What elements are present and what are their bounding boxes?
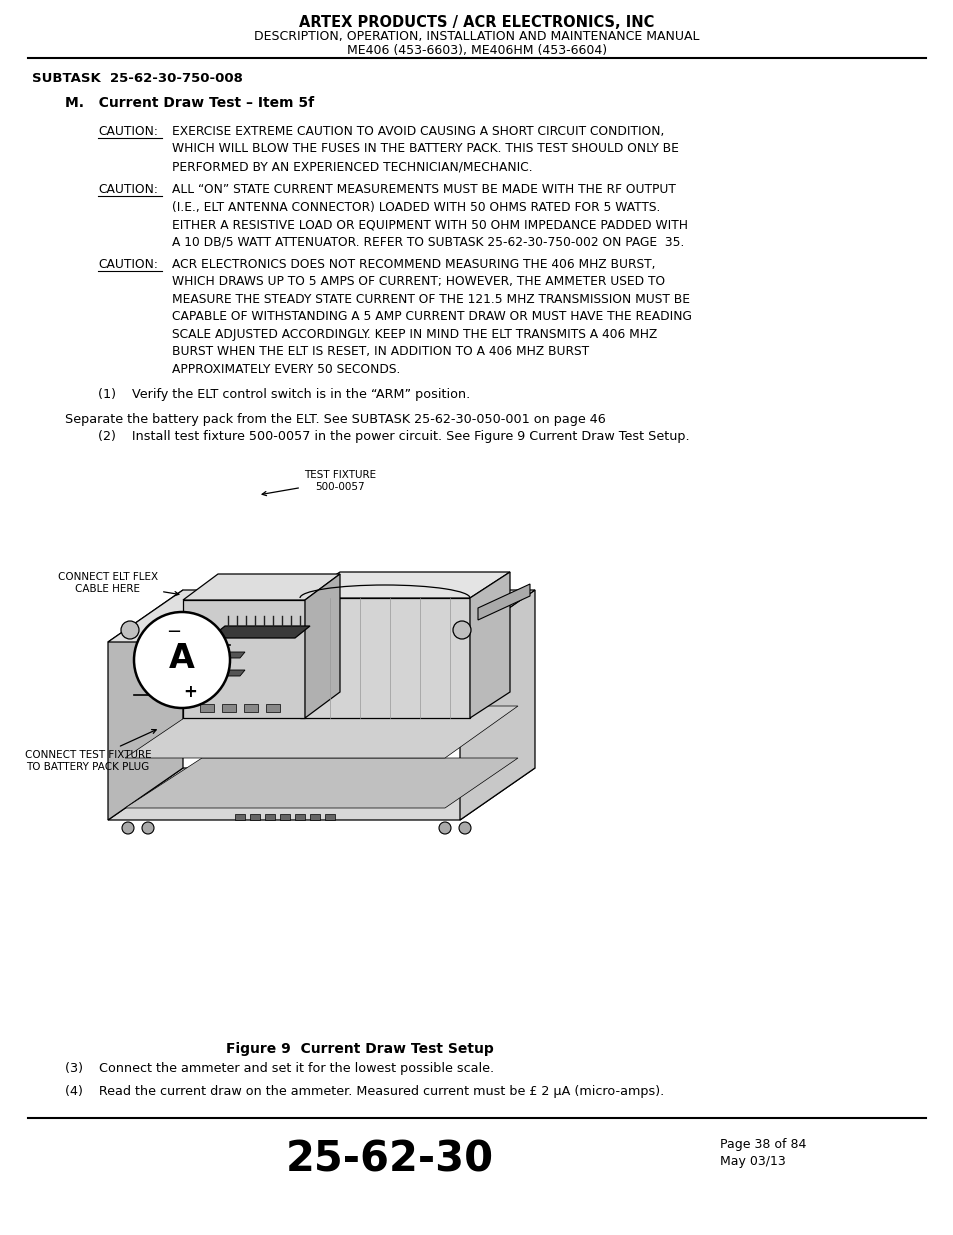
- Polygon shape: [477, 584, 530, 620]
- Circle shape: [133, 613, 230, 708]
- Bar: [222, 704, 235, 713]
- Circle shape: [142, 823, 153, 834]
- Text: CAUTION:: CAUTION:: [98, 125, 157, 138]
- Bar: [325, 814, 335, 820]
- Circle shape: [122, 823, 133, 834]
- Text: CONNECT ELT FLEX
CABLE HERE: CONNECT ELT FLEX CABLE HERE: [58, 572, 179, 595]
- Polygon shape: [108, 590, 535, 642]
- Polygon shape: [125, 758, 517, 808]
- Bar: [294, 814, 305, 820]
- Text: DESCRIPTION, OPERATION, INSTALLATION AND MAINTENANCE MANUAL: DESCRIPTION, OPERATION, INSTALLATION AND…: [254, 30, 699, 43]
- Text: +: +: [183, 683, 196, 701]
- Polygon shape: [183, 630, 210, 643]
- Polygon shape: [299, 598, 470, 718]
- Bar: [310, 814, 319, 820]
- Text: ARTEX PRODUCTS / ACR ELECTRONICS, INC: ARTEX PRODUCTS / ACR ELECTRONICS, INC: [299, 15, 654, 30]
- Text: SUBTASK  25-62-30-750-008: SUBTASK 25-62-30-750-008: [32, 72, 243, 85]
- Text: May 03/13: May 03/13: [720, 1155, 785, 1168]
- Bar: [266, 704, 280, 713]
- Polygon shape: [470, 572, 510, 718]
- Text: ALL “ON” STATE CURRENT MEASUREMENTS MUST BE MADE WITH THE RF OUTPUT
(I.E., ELT A: ALL “ON” STATE CURRENT MEASUREMENTS MUST…: [172, 183, 687, 248]
- Text: (3)    Connect the ammeter and set it for the lowest possible scale.: (3) Connect the ammeter and set it for t…: [65, 1062, 494, 1074]
- Text: EXERCISE EXTREME CAUTION TO AVOID CAUSING A SHORT CIRCUIT CONDITION,
WHICH WILL : EXERCISE EXTREME CAUTION TO AVOID CAUSIN…: [172, 125, 679, 173]
- Bar: [280, 814, 290, 820]
- Circle shape: [458, 823, 471, 834]
- Polygon shape: [183, 684, 210, 698]
- Bar: [200, 704, 213, 713]
- Polygon shape: [183, 600, 305, 718]
- Text: Page 38 of 84: Page 38 of 84: [720, 1137, 805, 1151]
- Text: (1)    Verify the ELT control switch is in the “ARM” position.: (1) Verify the ELT control switch is in …: [98, 388, 470, 401]
- Circle shape: [121, 621, 139, 638]
- Text: M.   Current Draw Test – Item 5f: M. Current Draw Test – Item 5f: [65, 96, 314, 110]
- Polygon shape: [214, 671, 245, 676]
- Text: A: A: [169, 641, 194, 674]
- Bar: [234, 814, 245, 820]
- Polygon shape: [299, 572, 510, 598]
- Text: Figure 9  Current Draw Test Setup: Figure 9 Current Draw Test Setup: [226, 1042, 494, 1056]
- Polygon shape: [183, 574, 339, 600]
- Bar: [250, 814, 260, 820]
- Text: TEST FIXTURE
500-0057: TEST FIXTURE 500-0057: [262, 471, 375, 495]
- Text: −: −: [166, 622, 181, 641]
- Polygon shape: [125, 706, 517, 758]
- Polygon shape: [183, 666, 210, 680]
- Polygon shape: [459, 590, 535, 820]
- Polygon shape: [108, 590, 183, 820]
- Polygon shape: [305, 574, 339, 718]
- Text: (4)    Read the current draw on the ammeter. Measured current must be £ 2 μA (mi: (4) Read the current draw on the ammeter…: [65, 1086, 663, 1098]
- Circle shape: [453, 621, 471, 638]
- Polygon shape: [214, 652, 245, 658]
- Polygon shape: [183, 648, 210, 662]
- Bar: [265, 814, 274, 820]
- Text: ME406 (453-6603), ME406HM (453-6604): ME406 (453-6603), ME406HM (453-6604): [347, 44, 606, 57]
- Text: 25-62-30: 25-62-30: [286, 1137, 494, 1179]
- Text: ACR ELECTRONICS DOES NOT RECOMMEND MEASURING THE 406 MHZ BURST,
WHICH DRAWS UP T: ACR ELECTRONICS DOES NOT RECOMMEND MEASU…: [172, 258, 691, 375]
- Text: CAUTION:: CAUTION:: [98, 183, 157, 196]
- Bar: [244, 704, 257, 713]
- Text: Separate the battery pack from the ELT. See SUBTASK 25-62-30-050-001 on page 46: Separate the battery pack from the ELT. …: [65, 412, 605, 426]
- Text: CAUTION:: CAUTION:: [98, 258, 157, 270]
- Polygon shape: [108, 768, 535, 820]
- Circle shape: [438, 823, 451, 834]
- Text: (2)    Install test fixture 500-0057 in the power circuit. See Figure 9 Current : (2) Install test fixture 500-0057 in the…: [98, 430, 689, 443]
- Text: CONNECT TEST FIXTURE
TO BATTERY PACK PLUG: CONNECT TEST FIXTURE TO BATTERY PACK PLU…: [25, 730, 156, 772]
- Polygon shape: [210, 626, 310, 638]
